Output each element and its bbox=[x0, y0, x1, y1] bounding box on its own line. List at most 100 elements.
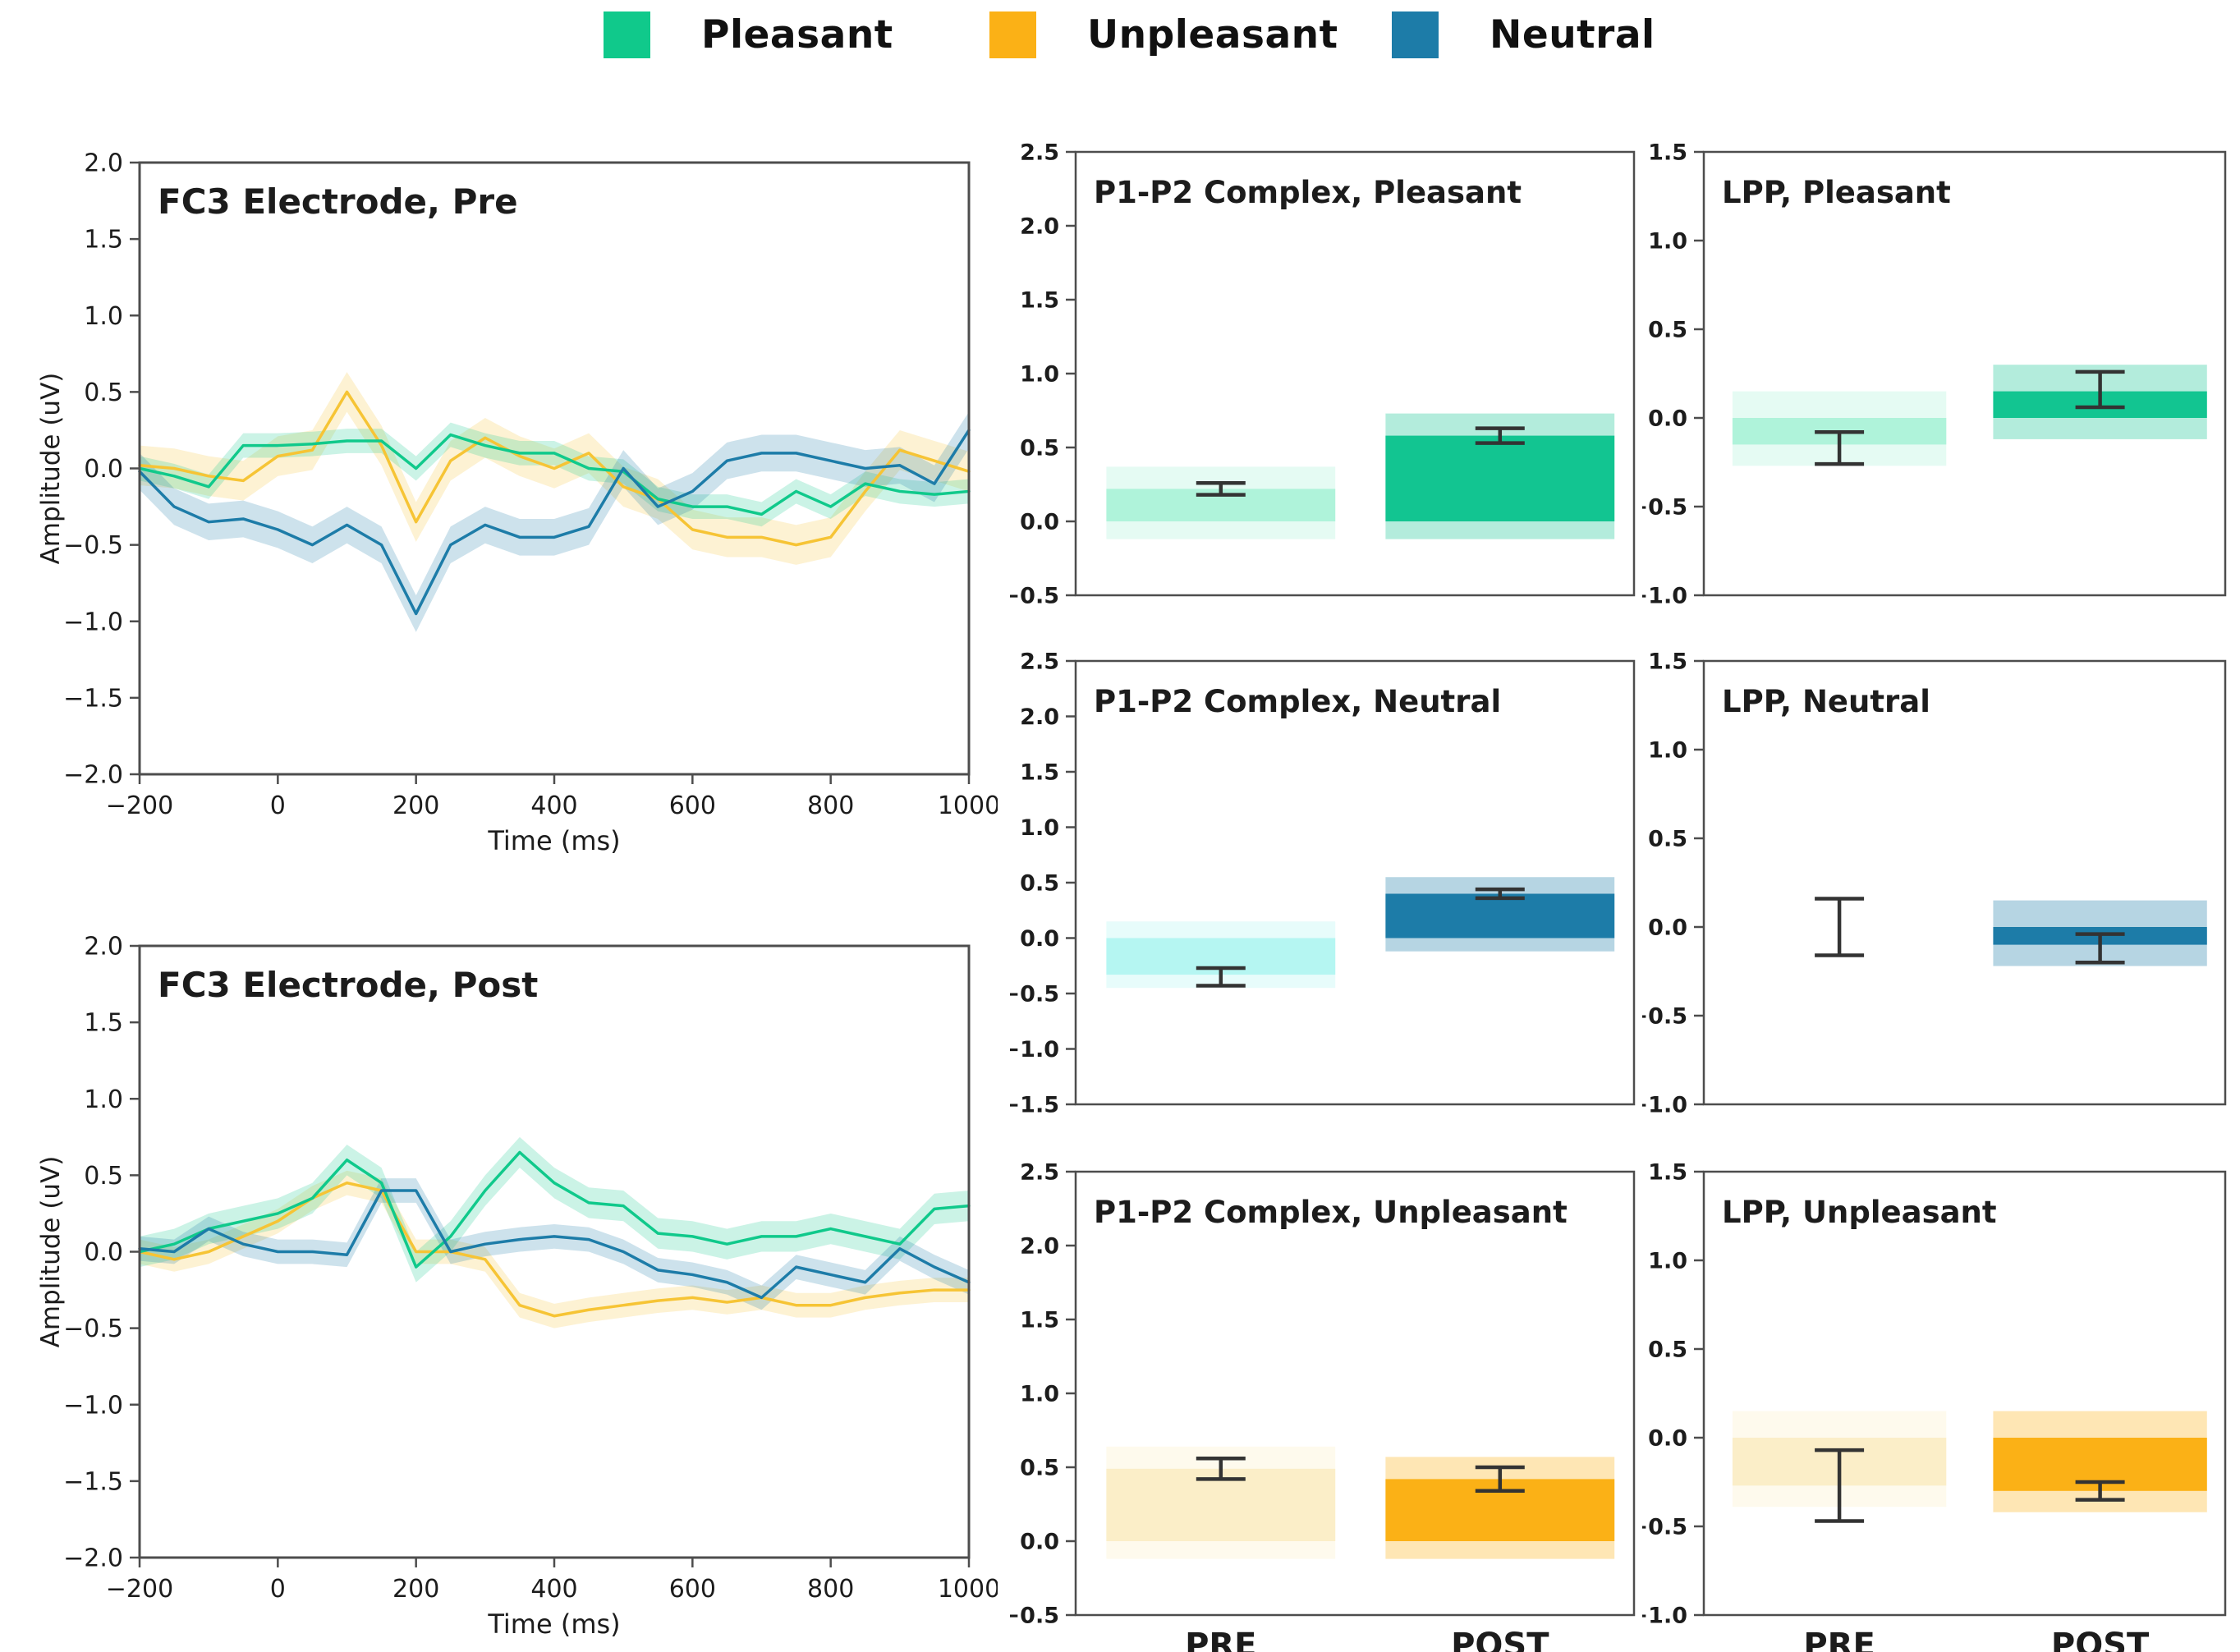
svg-text:200: 200 bbox=[392, 1575, 439, 1604]
svg-text:1000: 1000 bbox=[938, 1575, 998, 1604]
svg-text:−1.0: −1.0 bbox=[1010, 1037, 1059, 1062]
svg-text:0.0: 0.0 bbox=[1648, 1425, 1687, 1451]
svg-text:0.5: 0.5 bbox=[1020, 870, 1059, 896]
svg-text:1.5: 1.5 bbox=[1020, 759, 1059, 785]
svg-text:600: 600 bbox=[669, 792, 716, 820]
legend-item-pleasant: Pleasant bbox=[604, 11, 893, 58]
svg-text:−0.5: −0.5 bbox=[1010, 981, 1059, 1007]
svg-text:0.5: 0.5 bbox=[1020, 435, 1059, 461]
svg-text:−0.5: −0.5 bbox=[63, 1315, 123, 1343]
line-chart-fc3-post: 2.0 1.5 1.0 0.5 0.0 −0.5 −1.0 −1.5 −2.0 FC3 Elect… bbox=[25, 921, 1000, 1652]
svg-text:1.5: 1.5 bbox=[1648, 140, 1687, 165]
svg-text:0.0: 0.0 bbox=[1648, 406, 1687, 431]
svg-text:1.0: 1.0 bbox=[84, 302, 123, 331]
svg-text:0.0: 0.0 bbox=[1020, 926, 1059, 952]
svg-text:1.0: 1.0 bbox=[1020, 815, 1059, 841]
svg-text:−1.5: −1.5 bbox=[1010, 1092, 1059, 1117]
bar-chart-lpp-unpleasant: 1.5 1.0 0.5 0.0 −0.5 −1.0 LPP, Unpleasant PRE PO… bbox=[1630, 1159, 2240, 1652]
legend-label-neutral: Neutral bbox=[1490, 12, 1655, 57]
bar-chart-lpp-neutral: 1.5 1.0 0.5 0.0 −0.5 −1.0 LPP, Neutral bbox=[1630, 649, 2240, 1132]
svg-text:1.5: 1.5 bbox=[1648, 1159, 1687, 1185]
legend-item-unpleasant: Unpleasant bbox=[989, 11, 1338, 58]
svg-text:200: 200 bbox=[392, 792, 439, 820]
svg-text:1.0: 1.0 bbox=[1648, 1248, 1687, 1273]
svg-text:−1.5: −1.5 bbox=[63, 1467, 123, 1496]
svg-text:1.0: 1.0 bbox=[1648, 737, 1687, 763]
svg-text:1.0: 1.0 bbox=[1648, 228, 1687, 254]
svg-text:P1-P2 Complex, Pleasant: P1-P2 Complex, Pleasant bbox=[1094, 175, 1522, 210]
svg-text:2.5: 2.5 bbox=[1020, 649, 1059, 674]
svg-text:800: 800 bbox=[807, 1575, 854, 1604]
svg-text:PRE: PRE bbox=[1185, 1627, 1256, 1652]
svg-text:0.0: 0.0 bbox=[1648, 915, 1687, 940]
svg-text:P1-P2 Complex, Neutral: P1-P2 Complex, Neutral bbox=[1094, 684, 1501, 719]
svg-text:1.5: 1.5 bbox=[84, 1009, 123, 1038]
svg-text:−0.5: −0.5 bbox=[1010, 583, 1059, 608]
svg-text:1.5: 1.5 bbox=[1020, 1307, 1059, 1333]
svg-text:−0.5: −0.5 bbox=[1010, 1603, 1059, 1628]
svg-text:0.5: 0.5 bbox=[1648, 1337, 1687, 1362]
svg-text:0.0: 0.0 bbox=[84, 455, 123, 484]
svg-text:800: 800 bbox=[807, 792, 854, 820]
svg-text:Time (ms): Time (ms) bbox=[487, 825, 620, 856]
svg-text:−1.0: −1.0 bbox=[1642, 583, 1687, 608]
svg-text:400: 400 bbox=[530, 792, 577, 820]
svg-text:0.0: 0.0 bbox=[84, 1238, 123, 1267]
svg-text:−1.5: −1.5 bbox=[63, 684, 123, 713]
svg-text:1.0: 1.0 bbox=[1020, 1381, 1059, 1406]
svg-text:0.5: 0.5 bbox=[84, 379, 123, 407]
svg-text:−200: −200 bbox=[106, 1575, 173, 1604]
svg-text:0.0: 0.0 bbox=[1020, 509, 1059, 535]
line-chart-fc3-pre: 2.0 1.5 1.0 0.5 0.0 −0.5 −1.0 −1.5 −2.0 FC3 Elect… bbox=[25, 138, 1000, 872]
bar-chart-p1p2-pleasant: 2.5 2.0 1.5 1.0 0.5 0.0 −0.5 P1-P2 Complex, Ple… bbox=[1002, 140, 1642, 623]
svg-text:Time (ms): Time (ms) bbox=[487, 1608, 620, 1640]
svg-text:1.0: 1.0 bbox=[1020, 361, 1059, 387]
svg-text:400: 400 bbox=[530, 1575, 577, 1604]
svg-text:1.5: 1.5 bbox=[1648, 649, 1687, 674]
svg-text:−0.5: −0.5 bbox=[1642, 1003, 1687, 1029]
svg-text:1.0: 1.0 bbox=[84, 1085, 123, 1114]
legend-item-neutral: Neutral bbox=[1392, 11, 1655, 58]
svg-text:0.5: 0.5 bbox=[84, 1162, 123, 1191]
svg-text:PRE: PRE bbox=[1803, 1627, 1875, 1652]
svg-text:−0.5: −0.5 bbox=[63, 531, 123, 560]
bar-chart-lpp-pleasant: 1.5 1.0 0.5 0.0 −0.5 −1.0 LPP, Pleasant bbox=[1630, 140, 2240, 623]
svg-text:−1.0: −1.0 bbox=[63, 608, 123, 636]
svg-text:1000: 1000 bbox=[938, 792, 998, 820]
svg-text:0.5: 0.5 bbox=[1648, 317, 1687, 342]
neutral-swatch-icon bbox=[1392, 11, 1439, 58]
svg-text:0: 0 bbox=[270, 1575, 286, 1604]
svg-text:−0.5: −0.5 bbox=[1642, 1514, 1687, 1540]
svg-text:LPP, Pleasant: LPP, Pleasant bbox=[1722, 175, 1951, 210]
svg-text:2.5: 2.5 bbox=[1020, 1159, 1059, 1185]
svg-text:LPP, Neutral: LPP, Neutral bbox=[1722, 684, 1930, 719]
svg-text:1.5: 1.5 bbox=[1020, 287, 1059, 313]
svg-text:−0.5: −0.5 bbox=[1642, 494, 1687, 520]
svg-text:600: 600 bbox=[669, 1575, 716, 1604]
svg-text:FC3 Electrode, Pre: FC3 Electrode, Pre bbox=[158, 181, 518, 222]
svg-text:2.0: 2.0 bbox=[1020, 1233, 1059, 1259]
pleasant-swatch-icon bbox=[604, 11, 650, 58]
svg-text:Amplitude (uV): Amplitude (uV) bbox=[36, 1156, 66, 1348]
bar-chart-p1p2-neutral: 2.5 2.0 1.5 1.0 0.5 0.0 −0.5 −1.0 −1.5 P1-P2 Comp… bbox=[1002, 649, 1642, 1132]
svg-text:−2.0: −2.0 bbox=[63, 761, 123, 790]
legend-label-unpleasant: Unpleasant bbox=[1087, 12, 1338, 57]
svg-text:LPP, Unpleasant: LPP, Unpleasant bbox=[1722, 1195, 1997, 1230]
svg-text:2.5: 2.5 bbox=[1020, 140, 1059, 165]
svg-text:0: 0 bbox=[270, 792, 286, 820]
svg-text:Amplitude (uV): Amplitude (uV) bbox=[36, 373, 66, 565]
svg-text:1.5: 1.5 bbox=[84, 226, 123, 255]
svg-text:2.0: 2.0 bbox=[84, 933, 123, 961]
svg-text:0.0: 0.0 bbox=[1020, 1529, 1059, 1554]
bar-chart-p1p2-unpleasant: 2.5 2.0 1.5 1.0 0.5 0.0 −0.5 P1-P2 Complex, Unp… bbox=[1002, 1159, 1642, 1652]
svg-text:−2.0: −2.0 bbox=[63, 1544, 123, 1573]
svg-text:−1.0: −1.0 bbox=[63, 1391, 123, 1420]
svg-text:2.0: 2.0 bbox=[84, 149, 123, 178]
svg-text:FC3 Electrode, Post: FC3 Electrode, Post bbox=[158, 965, 538, 1005]
svg-text:0.5: 0.5 bbox=[1648, 826, 1687, 851]
svg-text:POST: POST bbox=[2051, 1627, 2150, 1652]
svg-text:−1.0: −1.0 bbox=[1642, 1092, 1687, 1117]
svg-text:−200: −200 bbox=[106, 792, 173, 820]
legend: Pleasant Unpleasant Neutral bbox=[0, 0, 2240, 82]
